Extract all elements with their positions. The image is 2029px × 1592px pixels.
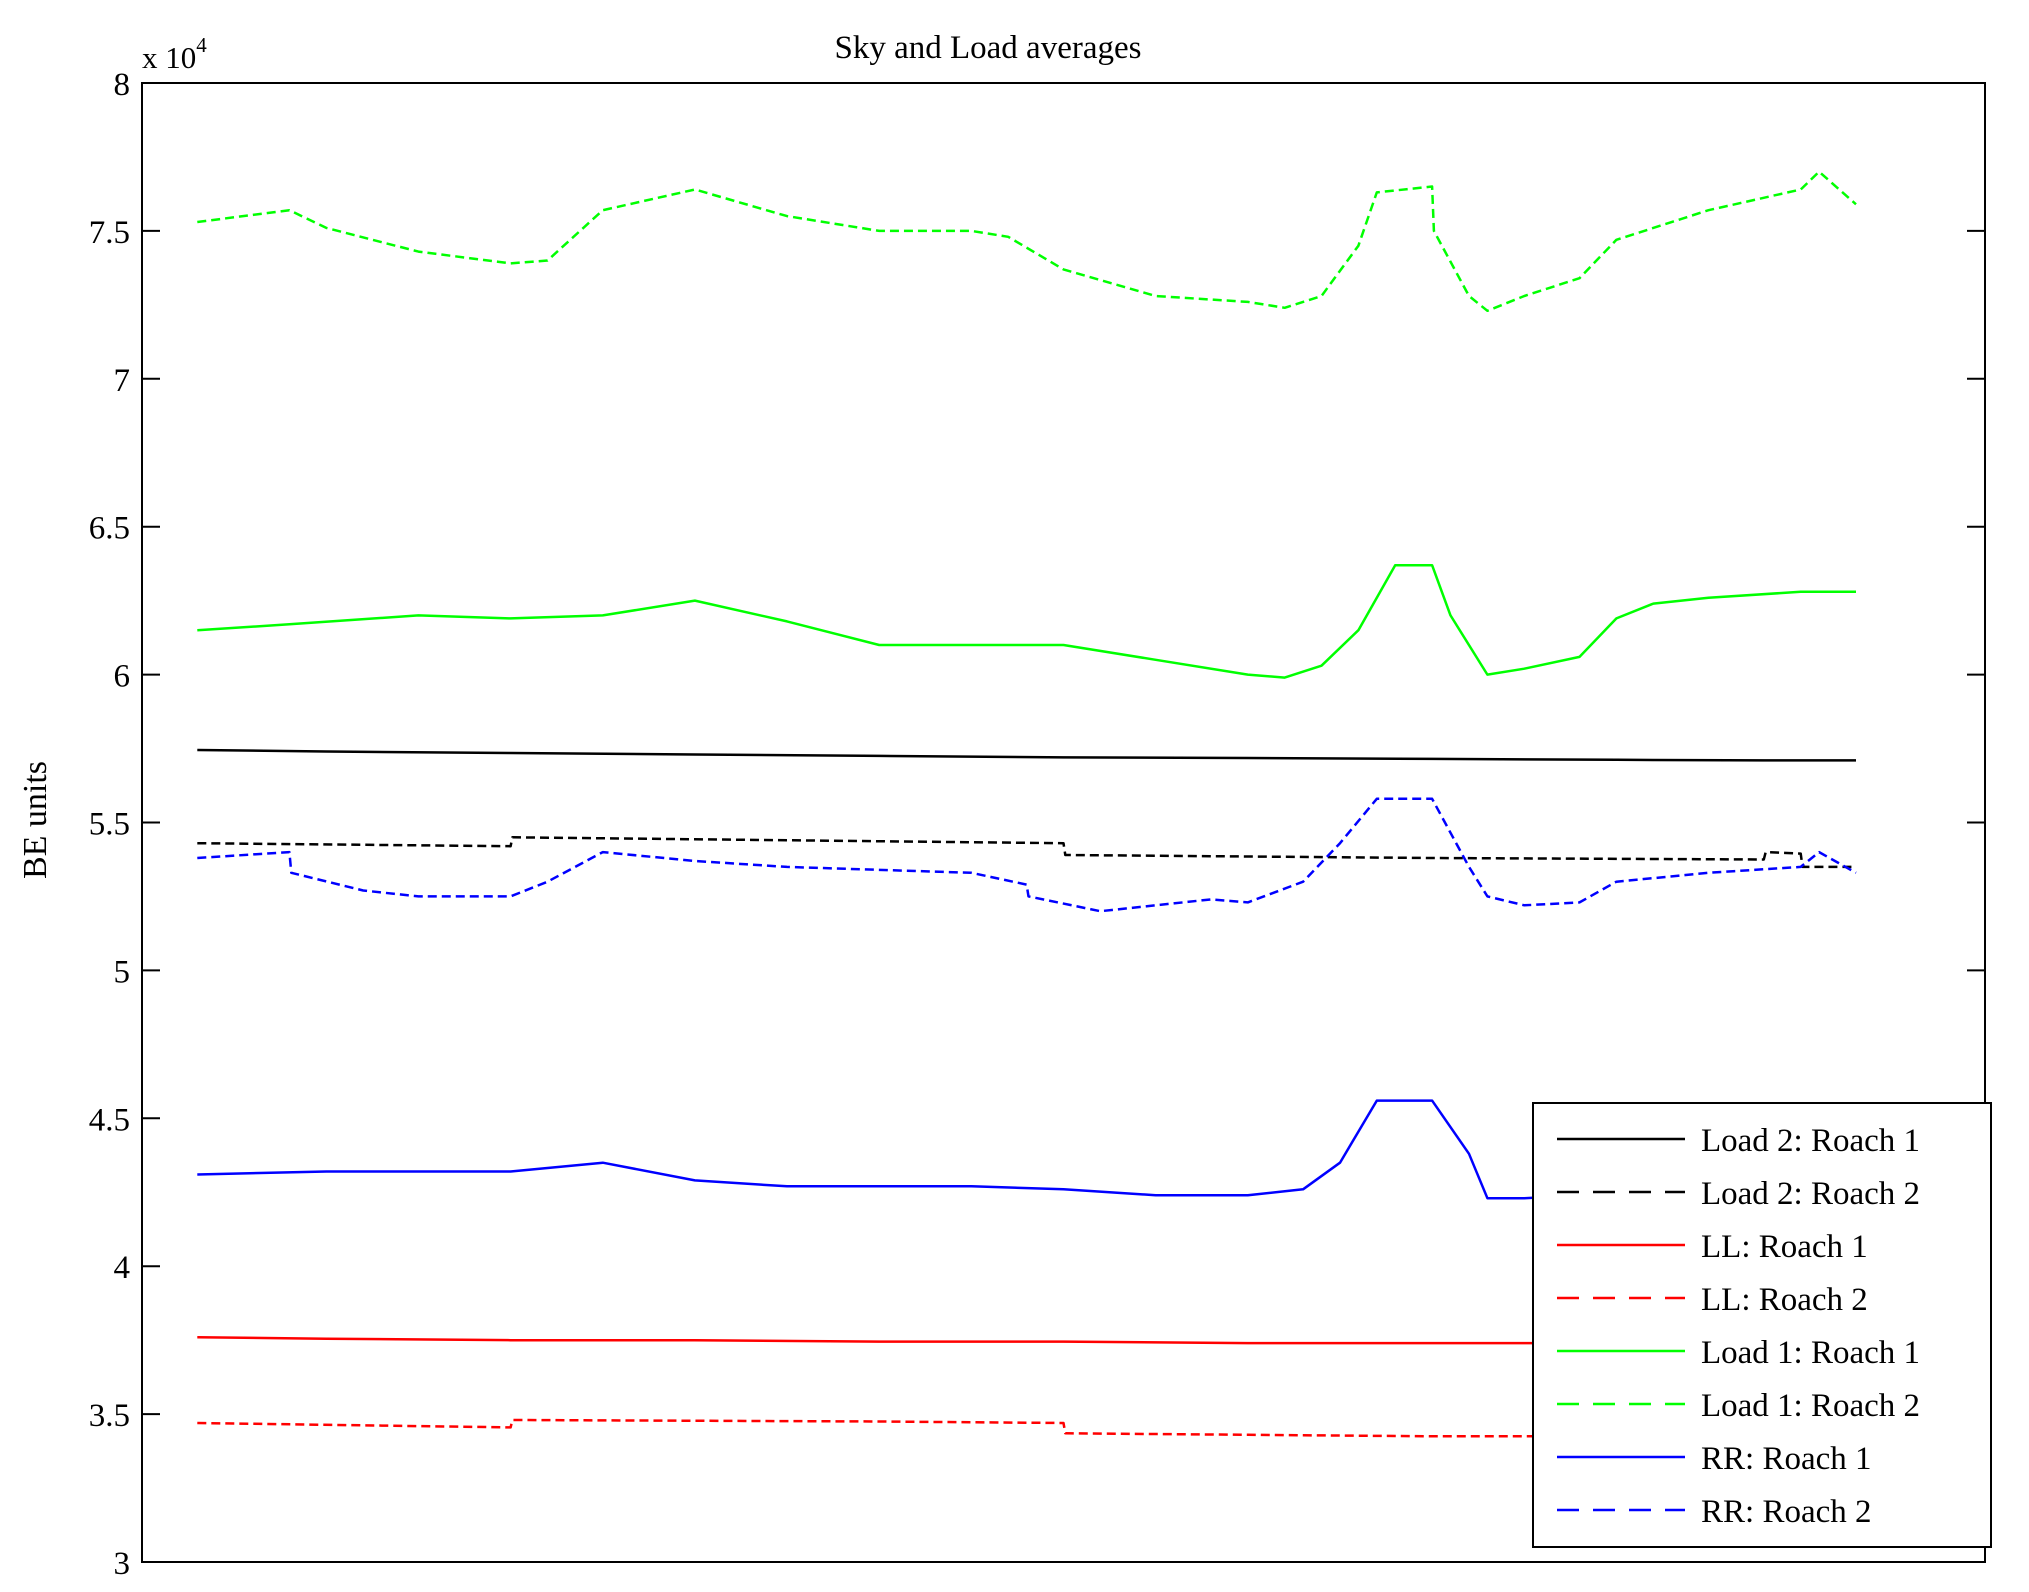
y-tick-label: 6 (114, 659, 131, 695)
y-tick-label: 5 (114, 954, 131, 990)
series-line-7 (197, 1099, 1672, 1200)
legend-label: Load 2: Roach 1 (1701, 1123, 1920, 1159)
plot-area-frame (141, 82, 1986, 1563)
legend-label: Load 1: Roach 1 (1701, 1335, 1920, 1371)
series-line-5 (197, 563, 1856, 679)
y-tick-label: 4 (114, 1250, 131, 1286)
legend: Load 2: Roach 1 Load 2: Roach 2 LL: Roach … (1532, 1102, 1992, 1548)
legend-label: RR: Roach 1 (1701, 1441, 1872, 1477)
y-exponent-base: x 10 (142, 40, 196, 75)
y-tick-label: 3.5 (89, 1398, 130, 1434)
legend-box (1532, 1102, 1992, 1548)
y-tick-label: 3 (114, 1546, 131, 1582)
y-tick-label: 7.5 (89, 215, 130, 251)
series-line-6 (197, 170, 1857, 313)
y-tick-label: 5.5 (89, 807, 130, 843)
chart-title: Sky and Load averages (835, 30, 1142, 66)
legend-label: LL: Roach 2 (1701, 1282, 1868, 1318)
legend-label: Load 1: Roach 2 (1701, 1388, 1920, 1424)
y-tick-label: 8 (114, 67, 131, 103)
legend-label: Load 2: Roach 2 (1701, 1176, 1920, 1212)
legend-label: LL: Roach 1 (1701, 1229, 1868, 1265)
series-line-2 (197, 836, 1856, 869)
legend-label: RR: Roach 2 (1701, 1494, 1872, 1530)
series-line-3 (197, 1335, 1764, 1345)
series-layer (197, 170, 1857, 1438)
y-exponent-label: x 104 (142, 33, 207, 75)
y-axis-label: BE units (17, 761, 54, 879)
series-line-1 (197, 748, 1856, 762)
y-exponent-power: 4 (196, 33, 207, 57)
series-line-4 (197, 1418, 1764, 1438)
y-tick-label: 7 (114, 363, 131, 399)
series-line-8 (197, 797, 1857, 913)
y-tick-label: 4.5 (89, 1102, 130, 1138)
y-tick-label: 6.5 (89, 511, 130, 547)
